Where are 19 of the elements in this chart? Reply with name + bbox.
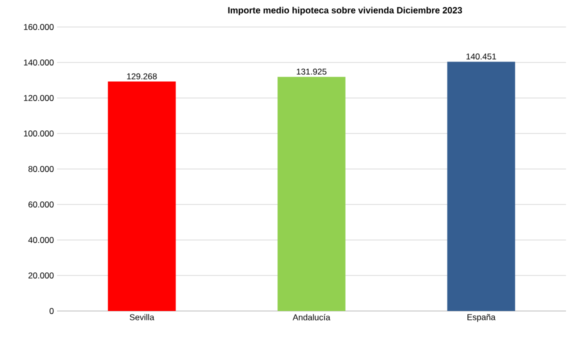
x-tick-label: España bbox=[467, 314, 496, 322]
chart-title: Importe medio hipoteca sobre vivienda Diciembre 2023 bbox=[228, 6, 462, 16]
data-label: 131.925 bbox=[296, 68, 326, 75]
y-tick-label: 100.000 bbox=[24, 130, 54, 136]
y-tick-label: 140.000 bbox=[24, 60, 54, 66]
y-tick-label: 160.000 bbox=[24, 24, 54, 30]
bar bbox=[278, 76, 346, 311]
y-tick-label: 120.000 bbox=[24, 95, 54, 101]
data-label: 140.451 bbox=[466, 54, 496, 60]
x-tick-label: Sevilla bbox=[130, 314, 154, 320]
y-tick-label: 40.000 bbox=[28, 237, 54, 243]
y-tick-label: 20.000 bbox=[28, 272, 54, 278]
y-tick-label: 60.000 bbox=[28, 202, 54, 208]
bar bbox=[447, 62, 516, 311]
y-tick-label: 0 bbox=[50, 308, 54, 314]
x-tick-label: Andalucía bbox=[292, 314, 330, 320]
y-tick-label: 80.000 bbox=[28, 166, 54, 172]
bar bbox=[108, 82, 176, 311]
data-label: 129.268 bbox=[127, 73, 157, 80]
